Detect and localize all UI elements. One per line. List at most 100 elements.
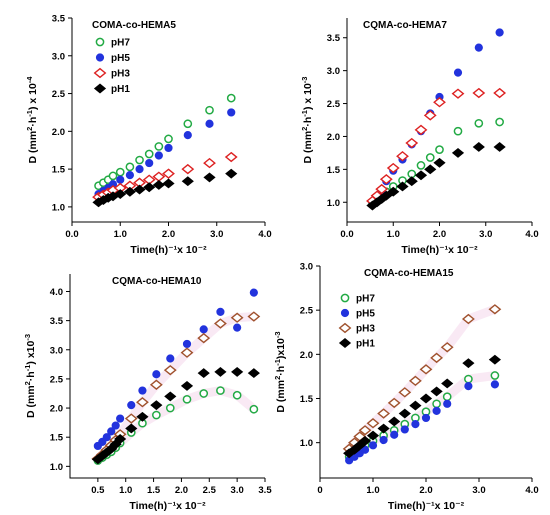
x-tick-label: 1.0	[387, 229, 400, 240]
x-tick-label: 0.0	[340, 229, 353, 240]
x-tick-label: 4.0	[525, 485, 538, 496]
data-point	[396, 150, 409, 162]
x-tick-label: 2.0	[433, 229, 446, 240]
data-point	[102, 433, 111, 442]
data-point	[377, 408, 391, 419]
data-point	[143, 182, 156, 193]
data-point	[398, 387, 412, 398]
data-point	[138, 386, 147, 395]
data-point	[423, 110, 437, 121]
y-tick-label: 2.5	[327, 99, 341, 110]
data-point	[488, 354, 501, 365]
data-point	[493, 142, 506, 152]
x-axis-title: Time(h)⁻¹x 10⁻²	[388, 500, 465, 512]
data-point	[144, 149, 154, 159]
y-tick-label: 2.0	[327, 132, 340, 143]
data-point	[135, 165, 144, 174]
data-point	[493, 87, 507, 99]
series-ph5	[94, 108, 236, 199]
data-point	[405, 137, 419, 149]
data-point	[214, 318, 227, 329]
y-tick-label: 1.0	[300, 438, 313, 449]
legend-label: pH1	[111, 84, 130, 95]
data-point	[249, 404, 259, 414]
data-point	[111, 421, 120, 430]
legend-label: pH1	[356, 339, 375, 350]
data-point	[166, 354, 175, 363]
data-point	[180, 347, 194, 358]
data-point	[114, 434, 127, 444]
x-tick-label: 2.0	[162, 229, 175, 240]
data-point	[358, 425, 372, 436]
data-point	[181, 176, 194, 187]
data-point	[114, 189, 127, 199]
x-axis-title: Time(h)⁻¹x 10⁻²	[401, 244, 478, 256]
data-point	[203, 157, 216, 169]
data-point	[474, 118, 484, 128]
data-point	[368, 441, 378, 450]
y-tick-label: 2.5	[50, 374, 64, 385]
data-point	[225, 168, 238, 179]
data-point	[116, 175, 125, 184]
data-point	[182, 339, 192, 349]
data-point	[162, 168, 175, 179]
y-axis-title: D (mm2·h-1) x10-3	[23, 334, 37, 418]
x-tick-label: 1.0	[119, 485, 132, 496]
data-point	[387, 186, 400, 197]
y-tick-label: 4.0	[50, 287, 63, 298]
y-tick-label: 2.5	[52, 89, 66, 100]
x-tick-label: 4.0	[525, 229, 538, 240]
series-ph5	[93, 288, 258, 451]
data-point	[108, 171, 118, 181]
data-point	[181, 163, 195, 175]
y-tick-label: 3.0	[327, 66, 340, 77]
data-point	[162, 178, 175, 189]
series-ph5	[345, 380, 499, 465]
y-tick-label: 3.5	[50, 316, 64, 327]
data-point	[419, 393, 433, 404]
data-point	[425, 153, 435, 162]
series-ph1	[91, 366, 260, 465]
data-point	[453, 126, 463, 136]
legend-label: pH7	[111, 38, 130, 49]
data-point	[107, 427, 116, 436]
data-point	[490, 380, 499, 389]
data-point	[145, 158, 154, 168]
x-tick-label: 0.5	[91, 485, 105, 496]
data-point	[116, 414, 125, 423]
legend-label: pH5	[111, 53, 130, 64]
data-point	[461, 313, 475, 325]
data-point	[154, 151, 163, 160]
y-axis-title: D (mm2·h-1) x 10-3	[300, 77, 314, 164]
data-point	[123, 186, 136, 197]
data-point	[488, 304, 502, 315]
axis-lines	[69, 274, 265, 479]
y-tick-label: 1.0	[50, 462, 63, 473]
data-point	[388, 416, 401, 427]
data-point	[430, 386, 443, 397]
legend-marker	[95, 53, 105, 62]
data-point	[233, 323, 242, 332]
x-tick-label: 2.5	[203, 485, 217, 496]
data-point	[115, 167, 125, 177]
data-point	[249, 288, 258, 297]
data-point	[231, 366, 244, 377]
series-ph1	[366, 142, 506, 211]
data-point	[451, 88, 465, 99]
data-point	[433, 157, 446, 168]
data-point	[440, 342, 454, 353]
data-point	[464, 382, 473, 391]
data-point	[432, 399, 441, 409]
data-point	[226, 93, 236, 103]
data-point	[405, 176, 418, 187]
data-point	[377, 423, 390, 434]
data-point	[464, 374, 473, 384]
data-point	[472, 142, 485, 152]
data-point	[453, 68, 463, 77]
y-tick-label: 3.0	[50, 345, 63, 356]
data-point	[400, 425, 409, 434]
data-point	[379, 435, 388, 445]
data-point	[390, 430, 399, 439]
data-point	[366, 430, 380, 441]
y-tick-label: 3.0	[300, 262, 313, 273]
